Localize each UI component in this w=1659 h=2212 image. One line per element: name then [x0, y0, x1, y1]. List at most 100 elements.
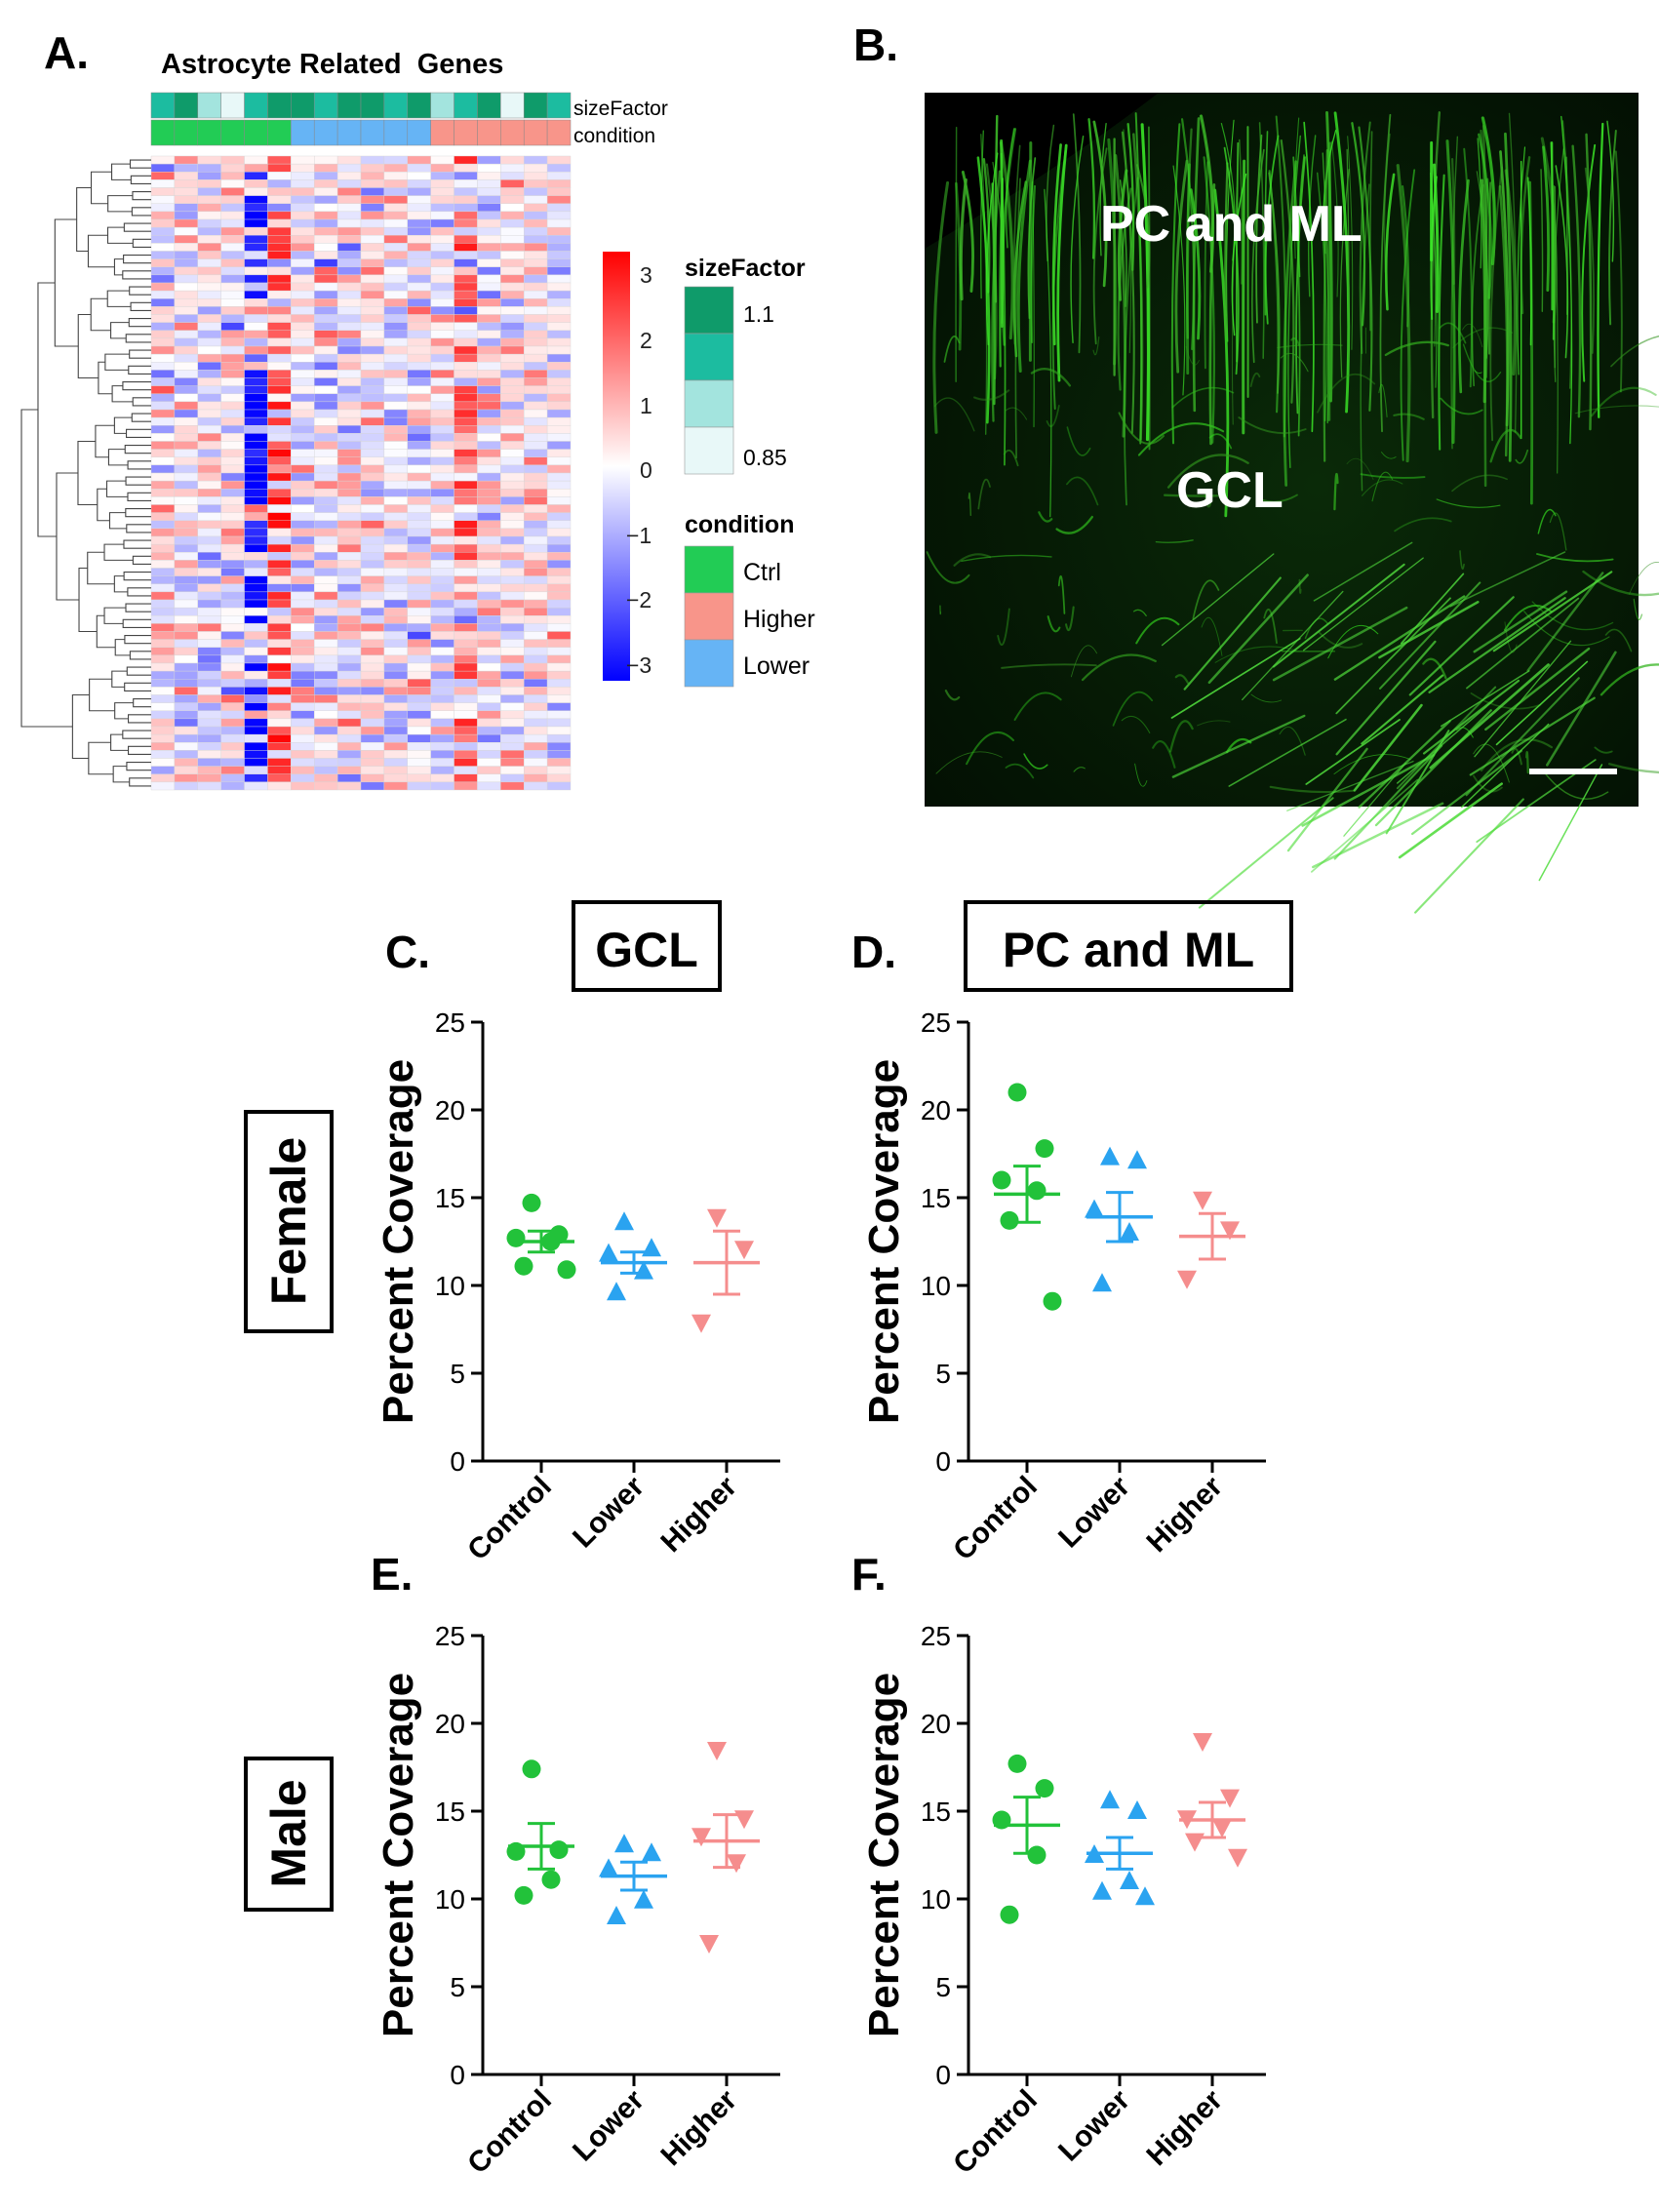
heatmap-cell — [383, 172, 408, 180]
heatmap-cell — [314, 742, 338, 751]
heatmap-cell — [407, 766, 431, 774]
heatmap-cell — [546, 211, 572, 220]
heatmap-cell — [267, 520, 292, 530]
heatmap-cell — [430, 654, 454, 664]
heatmap-cell — [197, 702, 221, 711]
heatmap-cell — [197, 290, 221, 299]
micrograph-fiber — [935, 751, 1003, 774]
heatmap-cell — [267, 203, 292, 213]
dendrogram-branch — [132, 191, 151, 201]
heatmap-cell — [454, 535, 478, 545]
dendrogram-branch — [125, 476, 151, 486]
data-point — [1193, 1191, 1212, 1210]
heatmap-cell — [360, 583, 385, 593]
heatmap-cell — [220, 266, 245, 276]
heatmap-cell — [430, 607, 454, 616]
micrograph-fiber — [1137, 422, 1225, 456]
heatmap-cell — [244, 163, 268, 173]
heatmap-cell — [220, 702, 245, 711]
heatmap-cell — [336, 773, 362, 783]
heatmap-cell — [477, 520, 501, 530]
heatmap-cell — [500, 694, 525, 703]
micrograph-fiber — [1489, 166, 1503, 442]
micrograph-fiber — [1455, 727, 1474, 738]
micrograph-fiber — [1430, 176, 1438, 321]
dendrogram-branch — [114, 702, 134, 720]
heatmap-cell — [407, 330, 431, 339]
heatmap-cell — [244, 599, 268, 609]
heatmap-cell — [220, 489, 245, 497]
micrograph-fiber — [926, 551, 970, 584]
micrograph-fiber — [1023, 753, 1048, 770]
micrograph-fiber — [1070, 135, 1085, 344]
heatmap-cell — [407, 758, 431, 767]
heatmap-cell — [336, 409, 362, 418]
heatmap-cell — [267, 679, 292, 688]
heatmap-cell — [524, 535, 548, 545]
micrograph-fiber — [1123, 177, 1139, 506]
heatmap-cell — [244, 742, 268, 751]
dendrogram-branch — [132, 397, 151, 407]
heatmap-cell — [383, 416, 408, 426]
heatmap-cell — [477, 702, 501, 711]
heatmap-cell — [454, 330, 478, 339]
heatmap-cell — [220, 226, 245, 236]
panel-letter-a: A. — [44, 27, 89, 78]
heatmap-cell — [244, 733, 268, 743]
heatmap-cell — [197, 385, 221, 394]
heatmap-cell — [430, 504, 454, 513]
heatmap-cell — [291, 781, 315, 791]
heatmap-cell — [267, 654, 292, 664]
heatmap-cell — [360, 528, 385, 537]
heatmap-cell — [314, 560, 338, 569]
heatmap-cell — [430, 274, 454, 284]
heatmap-cell — [430, 679, 454, 688]
micrograph-fiber — [1044, 188, 1052, 518]
data-point — [727, 1854, 746, 1874]
heatmap-cell — [524, 282, 548, 292]
heatmap-cell — [244, 654, 268, 664]
heatmap-cell — [197, 654, 221, 664]
heatmap-cell — [314, 337, 338, 347]
micrograph-fiber — [1092, 336, 1100, 356]
condition-cell — [360, 119, 385, 146]
sizefactor-cell — [477, 92, 501, 119]
heatmap-cell — [197, 456, 221, 466]
heatmap-cell — [244, 623, 268, 632]
heatmap-cell — [477, 694, 501, 703]
heatmap-cell — [500, 282, 525, 292]
heatmap-cell — [360, 766, 385, 774]
micrograph-fiber — [1473, 590, 1568, 653]
heatmap-cell — [407, 306, 431, 315]
heatmap-cell — [150, 345, 176, 355]
heatmap-cell — [524, 726, 548, 735]
heatmap-cell — [546, 203, 572, 213]
heatmap-cell — [383, 298, 408, 307]
micrograph-fiber — [1121, 715, 1151, 733]
heatmap-cell — [360, 377, 385, 386]
heatmap-cell — [197, 679, 221, 688]
micrograph-fiber — [1000, 152, 1007, 466]
x-tick-label: Control — [947, 1471, 1044, 1567]
heatmap-cell — [174, 449, 198, 457]
heatmap-cell — [546, 345, 572, 355]
heatmap-cell — [291, 599, 315, 609]
heatmap-cell — [197, 441, 221, 450]
heatmap-cell — [314, 456, 338, 466]
panel-letter-f: F. — [851, 1549, 887, 1600]
heatmap-cell — [500, 226, 525, 236]
heatmap-cell — [500, 702, 525, 711]
heatmap-cell — [220, 362, 245, 371]
heatmap-cell — [477, 583, 501, 593]
heatmap-cell — [454, 742, 478, 751]
heatmap-cell — [244, 235, 268, 244]
dendrogram-branch — [71, 693, 90, 760]
heatmap-cell — [197, 449, 221, 457]
micrograph-fiber — [1400, 169, 1416, 461]
heatmap-cell — [174, 496, 198, 505]
micrograph-fiber — [1607, 763, 1659, 774]
micrograph-fiber — [1155, 539, 1194, 543]
micrograph-fiber — [1238, 416, 1307, 435]
micrograph-fiber — [953, 553, 992, 567]
heatmap-cell — [336, 750, 362, 759]
